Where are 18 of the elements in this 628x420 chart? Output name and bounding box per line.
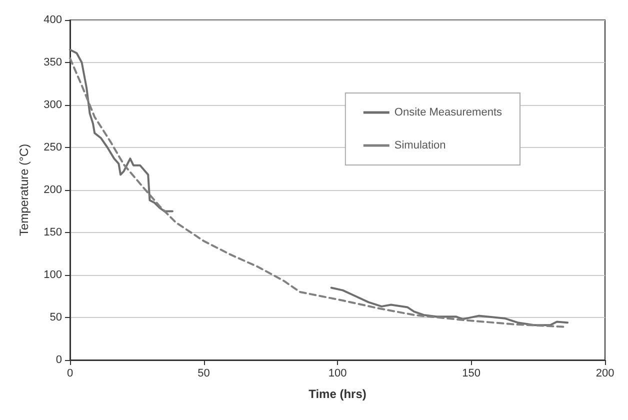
- y-tick-label: 200: [44, 184, 62, 196]
- y-tick-label: 400: [44, 14, 62, 26]
- legend-label: Simulation: [394, 140, 446, 152]
- y-tick-label: 250: [44, 142, 62, 154]
- x-tick-label: 100: [328, 368, 347, 380]
- y-tick-label: 150: [44, 226, 62, 238]
- x-tick-label: 50: [198, 368, 210, 380]
- y-tick-label: 50: [50, 312, 62, 324]
- x-tick-label: 150: [462, 368, 480, 380]
- y-tick-label: 300: [44, 99, 62, 111]
- x-tick-label: 200: [596, 368, 614, 380]
- y-tick-label: 100: [44, 269, 62, 281]
- y-tick-label: 0: [56, 354, 62, 366]
- y-tick-label: 350: [44, 56, 62, 68]
- legend-label: Onsite Measurements: [394, 106, 502, 118]
- y-axis-title: Temperature (°C): [17, 144, 31, 236]
- x-axis-title: Time (hrs): [308, 387, 366, 401]
- x-tick-label: 0: [66, 368, 74, 380]
